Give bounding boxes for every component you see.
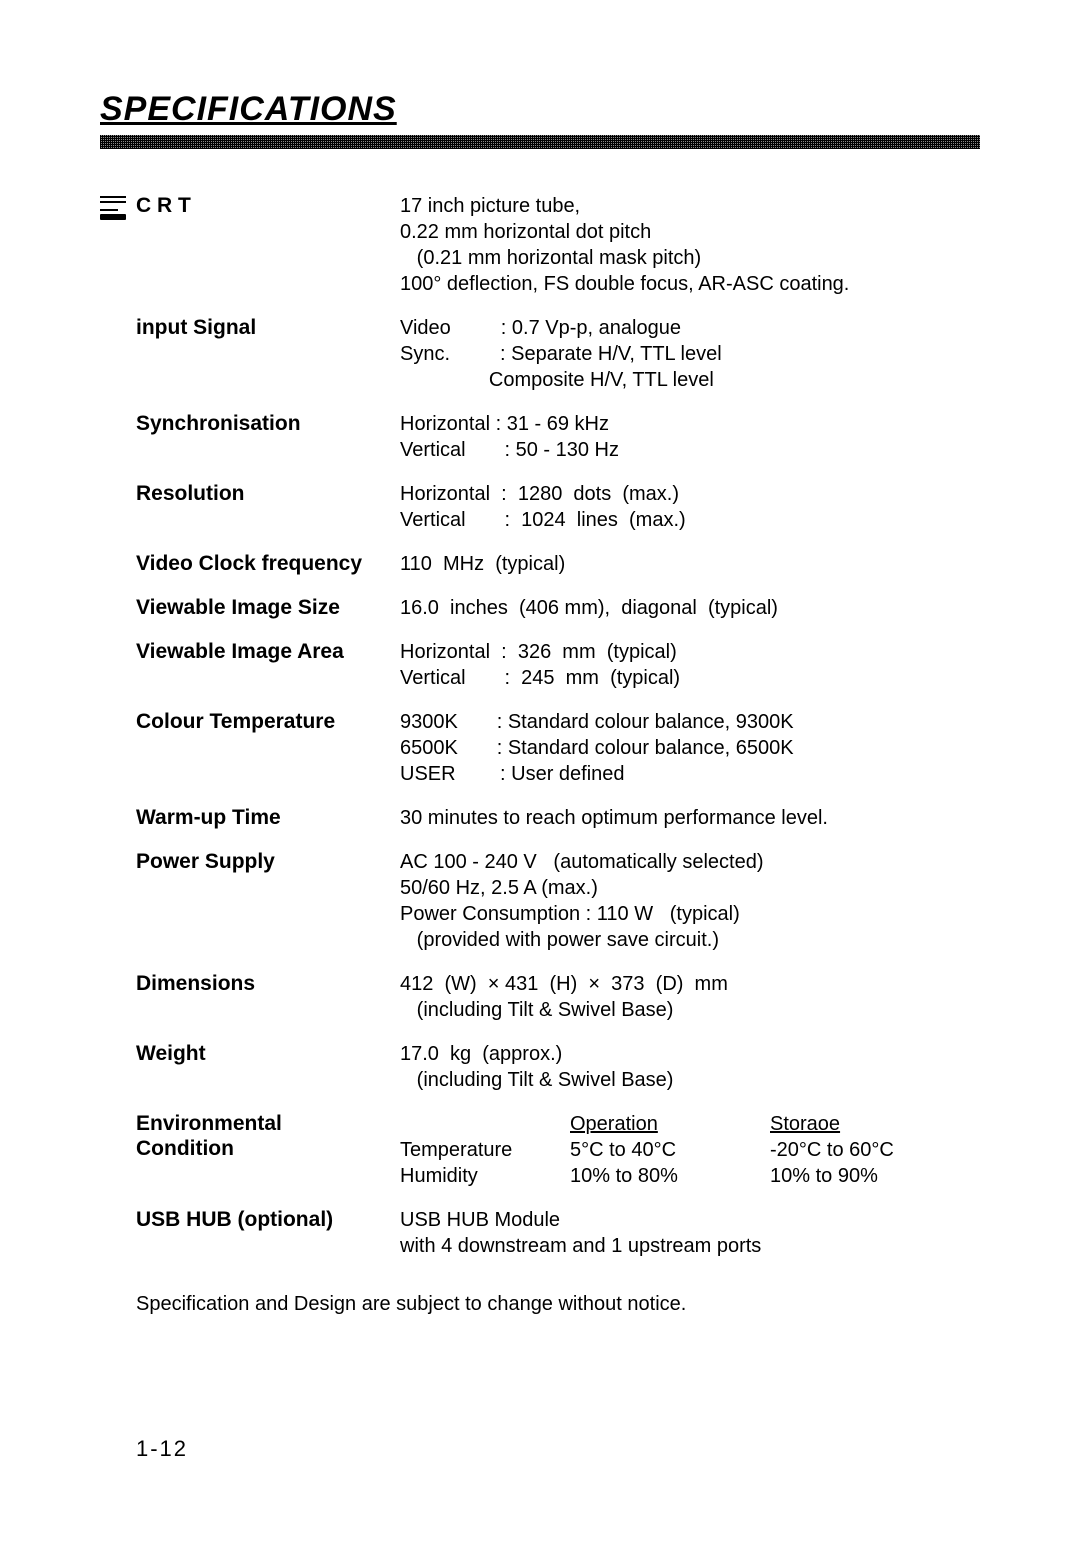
value-line: Vertical : 50 - 130 Hz xyxy=(400,437,980,463)
value-line: Horizontal : 1280 dots (max.) xyxy=(400,481,980,507)
value-line: AC 100 - 240 V (automatically selected) xyxy=(400,849,980,875)
spec-row: Viewable Image AreaHorizontal : 326 mm (… xyxy=(100,639,980,691)
page: SPECIFICATIONS C R T17 inch picture tube… xyxy=(0,0,1080,1522)
value-line: Horizontal : 31 - 69 kHz xyxy=(400,411,980,437)
spec-value: 16.0 inches (406 mm), diagonal (typical) xyxy=(400,595,980,621)
spec-label: Environmental Condition xyxy=(136,1111,400,1161)
spec-value: 110 MHz (typical) xyxy=(400,551,980,577)
value-line: USER : User defined xyxy=(400,761,980,787)
env-header-storage: Storaoe xyxy=(770,1111,940,1137)
spec-row: Weight17.0 kg (approx.) (including Tilt … xyxy=(100,1041,980,1093)
env-row-humidity: Humidity 10% to 80% 10% to 90% xyxy=(400,1163,980,1189)
env-op-val: 5°C to 40°C xyxy=(570,1137,770,1163)
spec-label: Colour Temperature xyxy=(136,709,400,734)
crt-icon xyxy=(100,193,130,233)
value-line: 100° deflection, FS double focus, AR-ASC… xyxy=(400,271,980,297)
spec-label: Viewable Image Area xyxy=(136,639,400,664)
spec-row-usb: USB HUB (optional) USB HUB Module with 4… xyxy=(100,1207,980,1259)
page-number: 1-12 xyxy=(136,1436,980,1462)
value-line: 16.0 inches (406 mm), diagonal (typical) xyxy=(400,595,980,621)
value-line: 0.22 mm horizontal dot pitch xyxy=(400,219,980,245)
value-line: USB HUB Module xyxy=(400,1207,980,1233)
gutter xyxy=(100,193,136,233)
env-param: Temperature xyxy=(400,1137,570,1163)
spec-label: Dimensions xyxy=(136,971,400,996)
heading-row: SPECIFICATIONS xyxy=(100,90,980,129)
value-line: (including Tilt & Swivel Base) xyxy=(400,997,980,1023)
spec-value: Operation Storaoe Temperature 5°C to 40°… xyxy=(400,1111,980,1189)
env-header-operation: Operation xyxy=(570,1111,770,1137)
value-line: (including Tilt & Swivel Base) xyxy=(400,1067,980,1093)
value-line: 50/60 Hz, 2.5 A (max.) xyxy=(400,875,980,901)
spec-row: ResolutionHorizontal : 1280 dots (max.)V… xyxy=(100,481,980,533)
value-line: Vertical : 1024 lines (max.) xyxy=(400,507,980,533)
env-row-temperature: Temperature 5°C to 40°C -20°C to 60°C xyxy=(400,1137,980,1163)
value-line: (provided with power save circuit.) xyxy=(400,927,980,953)
spec-label: Viewable Image Size xyxy=(136,595,400,620)
value-line: with 4 downstream and 1 upstream ports xyxy=(400,1233,980,1259)
spec-value: USB HUB Module with 4 downstream and 1 u… xyxy=(400,1207,980,1259)
env-header-row: Operation Storaoe xyxy=(400,1111,980,1137)
spec-row: input SignalVideo : 0.7 Vp-p, analogueSy… xyxy=(100,315,980,393)
specs-list: C R T17 inch picture tube,0.22 mm horizo… xyxy=(100,193,980,1093)
spec-row: SynchronisationHorizontal : 31 - 69 kHzV… xyxy=(100,411,980,463)
spec-label: C R T xyxy=(136,193,400,218)
value-line: Video : 0.7 Vp-p, analogue xyxy=(400,315,980,341)
value-line: (0.21 mm horizontal mask pitch) xyxy=(400,245,980,271)
value-line: 30 minutes to reach optimum performance … xyxy=(400,805,980,831)
env-st-val: 10% to 90% xyxy=(770,1163,940,1189)
spec-value: AC 100 - 240 V (automatically selected)5… xyxy=(400,849,980,953)
spec-label: Weight xyxy=(136,1041,400,1066)
value-line: Vertical : 245 mm (typical) xyxy=(400,665,980,691)
spec-row: Viewable Image Size16.0 inches (406 mm),… xyxy=(100,595,980,621)
spec-label: Video Clock frequency xyxy=(136,551,400,576)
spec-row: Dimensions412 (W) × 431 (H) × 373 (D) mm… xyxy=(100,971,980,1023)
value-line: Composite H/V, TTL level xyxy=(400,367,980,393)
value-line: Horizontal : 326 mm (typical) xyxy=(400,639,980,665)
spec-label: Warm-up Time xyxy=(136,805,400,830)
env-param: Humidity xyxy=(400,1163,570,1189)
value-line: Power Consumption : 110 W (typical) xyxy=(400,901,980,927)
spec-value: 17 inch picture tube,0.22 mm horizontal … xyxy=(400,193,980,297)
spec-value: Horizontal : 326 mm (typical)Vertical : … xyxy=(400,639,980,691)
value-line: 110 MHz (typical) xyxy=(400,551,980,577)
value-line: 17 inch picture tube, xyxy=(400,193,980,219)
spec-label: USB HUB (optional) xyxy=(136,1207,400,1232)
hatch-underline xyxy=(100,135,980,149)
spec-row: Colour Temperature9300K : Standard colou… xyxy=(100,709,980,787)
env-blank xyxy=(400,1111,570,1137)
value-line: 17.0 kg (approx.) xyxy=(400,1041,980,1067)
page-title: SPECIFICATIONS xyxy=(100,90,397,129)
spec-row: Power SupplyAC 100 - 240 V (automaticall… xyxy=(100,849,980,953)
spec-value: Horizontal : 31 - 69 kHzVertical : 50 - … xyxy=(400,411,980,463)
spec-value: Video : 0.7 Vp-p, analogueSync. : Separa… xyxy=(400,315,980,393)
env-op-val: 10% to 80% xyxy=(570,1163,770,1189)
spec-label: Resolution xyxy=(136,481,400,506)
footer-note: Specification and Design are subject to … xyxy=(136,1293,980,1316)
spec-label: input Signal xyxy=(136,315,400,340)
spec-value: 17.0 kg (approx.) (including Tilt & Swiv… xyxy=(400,1041,980,1093)
value-line: Sync. : Separate H/V, TTL level xyxy=(400,341,980,367)
spec-label: Synchronisation xyxy=(136,411,400,436)
spec-row: Warm-up Time30 minutes to reach optimum … xyxy=(100,805,980,831)
value-line: 6500K : Standard colour balance, 6500K xyxy=(400,735,980,761)
env-st-val: -20°C to 60°C xyxy=(770,1137,940,1163)
spec-row: Video Clock frequency110 MHz (typical) xyxy=(100,551,980,577)
value-line: 412 (W) × 431 (H) × 373 (D) mm xyxy=(400,971,980,997)
spec-row: C R T17 inch picture tube,0.22 mm horizo… xyxy=(100,193,980,297)
spec-value: Horizontal : 1280 dots (max.)Vertical : … xyxy=(400,481,980,533)
value-line: 9300K : Standard colour balance, 9300K xyxy=(400,709,980,735)
spec-row-environmental: Environmental Condition Operation Storao… xyxy=(100,1111,980,1189)
spec-label: Power Supply xyxy=(136,849,400,874)
spec-value: 30 minutes to reach optimum performance … xyxy=(400,805,980,831)
spec-value: 412 (W) × 431 (H) × 373 (D) mm (includin… xyxy=(400,971,980,1023)
spec-value: 9300K : Standard colour balance, 9300K65… xyxy=(400,709,980,787)
